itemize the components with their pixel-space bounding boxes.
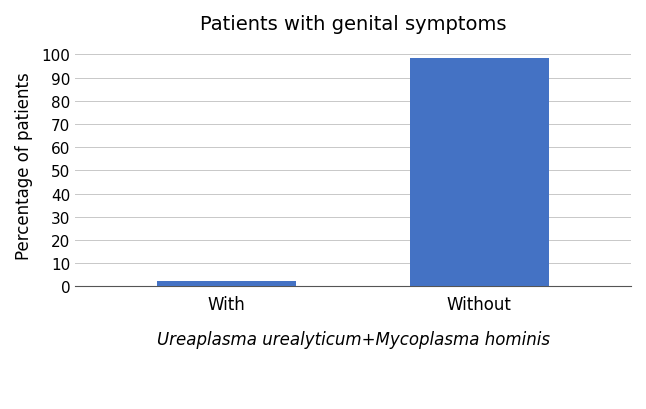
Bar xyxy=(410,59,549,287)
Bar xyxy=(157,281,296,287)
Y-axis label: Percentage of patients: Percentage of patients xyxy=(15,72,33,259)
Title: Patients with genital symptoms: Patients with genital symptoms xyxy=(200,15,506,34)
Text: Ureaplasma urealyticum+Mycoplasma hominis: Ureaplasma urealyticum+Mycoplasma homini… xyxy=(156,330,550,348)
